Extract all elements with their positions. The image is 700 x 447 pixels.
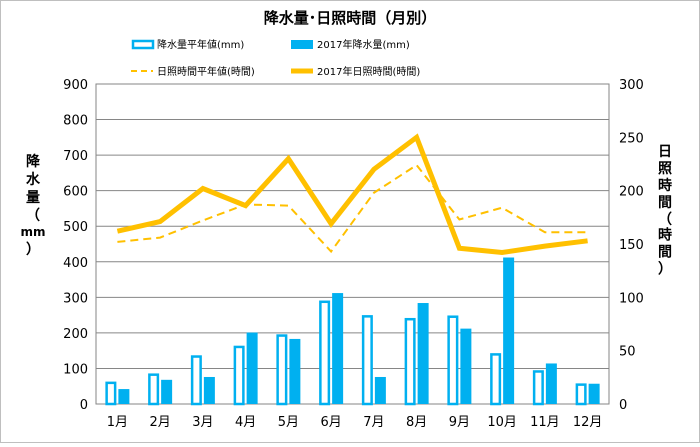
x-tick-label: 7月 xyxy=(363,415,384,430)
axis-title-char: ） xyxy=(658,261,672,277)
bar-normal-precip xyxy=(532,370,544,406)
axis-title-char: 水 xyxy=(26,171,41,188)
left-tick-label: 200 xyxy=(63,327,88,342)
legend-label: 2017年降水量(mm) xyxy=(317,38,410,51)
axis-title-char: （ xyxy=(26,208,40,224)
bar-normal-precip xyxy=(276,334,288,406)
bar-normal-precip xyxy=(361,315,373,406)
x-tick-label: 1月 xyxy=(107,415,128,430)
legend-swatch xyxy=(131,39,155,50)
right-tick-label: 250 xyxy=(619,131,644,146)
axis-title-char: 量 xyxy=(26,190,40,206)
right-tick-label: 200 xyxy=(619,185,644,200)
axis-title-char: 降 xyxy=(26,153,41,170)
axis-title-char: 時 xyxy=(658,226,672,243)
left-tick-label: 400 xyxy=(63,256,88,271)
plot-border xyxy=(95,83,610,405)
bar-normal-precip xyxy=(319,300,331,406)
x-tick-label: 10月 xyxy=(487,415,517,430)
axis-title-char: 時 xyxy=(658,177,672,194)
grid xyxy=(95,83,610,405)
bar-2017-precip xyxy=(374,376,386,404)
bar-2017-precip xyxy=(161,379,173,404)
left-axis-title: 降水量 （mm ） xyxy=(20,153,45,258)
x-tick-label: 9月 xyxy=(449,415,470,430)
x-tick-label: 2月 xyxy=(149,415,170,430)
axis-title-char: 日 xyxy=(658,144,672,160)
axis-title-char: （ xyxy=(658,212,672,228)
axis-title-char: ） xyxy=(26,242,40,258)
left-tick-label: 100 xyxy=(63,362,88,377)
bar-normal-precip xyxy=(233,345,245,406)
left-tick-label: 0 xyxy=(80,398,88,413)
bar-2017-precip xyxy=(503,257,515,404)
legend-item: 日照時間平年値(時間) xyxy=(131,65,255,78)
right-tick-label: 0 xyxy=(619,398,627,413)
bar-2017-precip xyxy=(588,383,600,404)
x-tick-label: 5月 xyxy=(278,415,299,430)
bar-2017-precip xyxy=(289,338,301,404)
bar-2017-precip xyxy=(118,389,130,404)
legend-item: 2017年降水量(mm) xyxy=(291,38,410,51)
legend-swatch xyxy=(291,40,313,49)
left-tick-label: 500 xyxy=(63,220,88,235)
axis-title-char: 間 xyxy=(658,244,672,260)
bar-normal-precip xyxy=(148,373,160,406)
x-tick-label: 8月 xyxy=(406,415,427,430)
legend-label: 日照時間平年値(時間) xyxy=(157,65,255,78)
left-tick-label: 300 xyxy=(63,291,88,306)
x-tick-label: 11月 xyxy=(530,415,560,430)
axis-title-char: 間 xyxy=(658,195,672,211)
legend: 降水量平年値(mm) 2017年降水量(mm) 日照時間平年値(時間) 2017年日照… xyxy=(131,38,420,78)
legend-item: 降水量平年値(mm) xyxy=(131,38,244,51)
x-tick-label: 12月 xyxy=(573,415,603,430)
x-tick-label: 4月 xyxy=(235,415,256,430)
right-tick-label: 300 xyxy=(619,78,644,93)
line-normal-sunshine xyxy=(117,163,588,254)
axes: 0 100 200 300 400 500 600 700 800 900 0 50 100 150 200… xyxy=(20,78,672,430)
chart-title: 降水量･日照時間（月別） xyxy=(264,9,437,27)
bar-normal-precip xyxy=(404,317,416,406)
x-tick-label: 3月 xyxy=(192,415,213,430)
bar-2017-precip xyxy=(545,363,557,404)
bar-2017-precip xyxy=(417,303,429,404)
legend-label: 2017年日照時間(時間) xyxy=(317,65,420,78)
right-tick-label: 150 xyxy=(619,238,644,253)
left-tick-label: 900 xyxy=(63,78,88,93)
bar-2017-precip xyxy=(246,332,258,404)
axis-title-char: 照 xyxy=(658,161,672,177)
line-2017-sunshine xyxy=(116,133,588,256)
axis-title-char: mm xyxy=(20,225,45,239)
bar-2017-precip xyxy=(203,376,215,404)
x-tick-label: 6月 xyxy=(320,415,341,430)
plot-area xyxy=(105,133,600,406)
bar-normal-precip xyxy=(575,383,587,406)
legend-item: 2017年日照時間(時間) xyxy=(291,65,420,78)
left-tick-label: 600 xyxy=(63,185,88,200)
left-tick-label: 700 xyxy=(63,149,88,164)
bar-normal-precip xyxy=(105,381,117,406)
legend-label: 降水量平年値(mm) xyxy=(157,38,244,51)
right-axis-title: 日照時間（時間） xyxy=(658,144,672,277)
bar-normal-precip xyxy=(190,355,202,406)
left-tick-label: 800 xyxy=(63,114,88,129)
right-tick-label: 100 xyxy=(619,291,644,306)
bar-normal-precip xyxy=(447,315,459,406)
bar-2017-precip xyxy=(460,328,472,404)
right-tick-label: 50 xyxy=(619,345,636,360)
bar-normal-precip xyxy=(490,353,502,406)
bar-2017-precip xyxy=(332,293,344,404)
